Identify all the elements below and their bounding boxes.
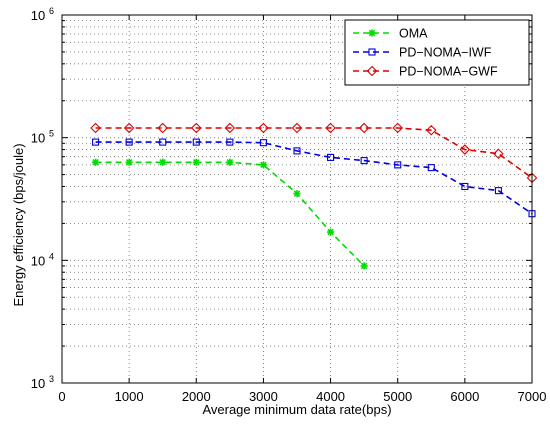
series-1-point [159, 158, 167, 166]
axis-ticks [61, 14, 533, 384]
series-2-line [95, 141, 533, 215]
series-3-point [123, 122, 135, 134]
asterisk-stroke [159, 159, 166, 166]
series-1-point [259, 161, 268, 169]
asterisk-stroke [368, 29, 376, 37]
series-1-point [326, 228, 335, 236]
series-2-point [394, 161, 402, 169]
y-axis-label: Energy efficiency (bps/joule) [11, 143, 26, 306]
series-2-point [226, 138, 234, 146]
asterisk-stroke [226, 159, 234, 166]
asterisk-stroke [360, 262, 368, 270]
y-tick-labels: 10 3 10 4 10 5 10 6 [31, 6, 54, 391]
series-layer [90, 122, 538, 270]
series-1-point [125, 158, 133, 166]
plot-frame [61, 14, 533, 384]
series-2-point [293, 147, 301, 155]
asterisk-stroke [293, 190, 301, 197]
series-3-point [459, 144, 471, 155]
x-tick-label: 4000 [316, 389, 345, 404]
series-3-point [224, 122, 236, 134]
legend-marker [368, 48, 376, 56]
series-2-point [159, 138, 167, 146]
series-1-point [226, 158, 234, 166]
x-tick-label: 2000 [182, 389, 211, 404]
series-2-point [259, 139, 267, 147]
y-tick-label: 10 [31, 131, 45, 146]
series-3-point [426, 124, 437, 136]
asterisk-stroke [260, 161, 267, 169]
series-2-point [125, 138, 133, 146]
series-3-point [358, 122, 370, 134]
x-tick-label: 3000 [249, 389, 278, 404]
y-tick-exponent: 3 [49, 374, 54, 384]
legend-box [344, 19, 530, 86]
y-tick-exponent: 4 [49, 251, 54, 261]
y-tick-label: 10 [31, 253, 45, 268]
series-1-point [360, 262, 368, 270]
series-2-point [494, 187, 502, 195]
series-1-point [192, 158, 200, 166]
series-3-point [325, 122, 336, 134]
y-tick-exponent: 5 [49, 129, 54, 139]
x-tick-labels: 0 1000 2000 3000 4000 5000 6000 7000 [58, 389, 546, 404]
legend-label: OMA [399, 27, 428, 41]
series-1-point [91, 158, 100, 166]
series-2-point [327, 153, 335, 161]
series-2-point [360, 157, 368, 165]
series-3-line [95, 127, 533, 179]
asterisk-stroke [193, 159, 200, 166]
series-3-point [493, 148, 504, 159]
x-tick-label: 7000 [518, 389, 547, 404]
y-tick-label: 10 [31, 8, 45, 23]
legend-marker [366, 65, 378, 77]
x-tick-label: 0 [58, 389, 65, 404]
series-3-point [90, 122, 101, 134]
legend: OMA PD−NOMA−IWF PD−NOMA−GWF [344, 19, 530, 86]
series-3-point [157, 122, 168, 134]
asterisk-stroke [125, 159, 133, 166]
series-1-point [293, 189, 301, 198]
y-tick-exponent: 6 [49, 6, 54, 16]
series-2-point [92, 138, 100, 146]
asterisk-stroke [327, 228, 334, 236]
series-3-point [191, 122, 202, 134]
grid [62, 15, 532, 383]
series-3-point [291, 122, 303, 134]
x-tick-label: 1000 [115, 389, 144, 404]
legend-label: PD−NOMA−GWF [399, 65, 498, 79]
legend-label: PD−NOMA−IWF [399, 46, 492, 60]
series-2-point [461, 182, 469, 191]
x-axis-label: Average minimum data rate(bps) [202, 402, 391, 417]
y-tick-label: 10 [31, 376, 45, 391]
x-tick-label: 5000 [383, 389, 412, 404]
x-tick-label: 6000 [450, 389, 479, 404]
series-3-point [258, 122, 269, 134]
series-2-point [427, 164, 435, 172]
series-2-point [192, 138, 200, 146]
series-3-point [392, 122, 403, 134]
asterisk-stroke [92, 159, 99, 166]
legend-marker [368, 29, 376, 37]
